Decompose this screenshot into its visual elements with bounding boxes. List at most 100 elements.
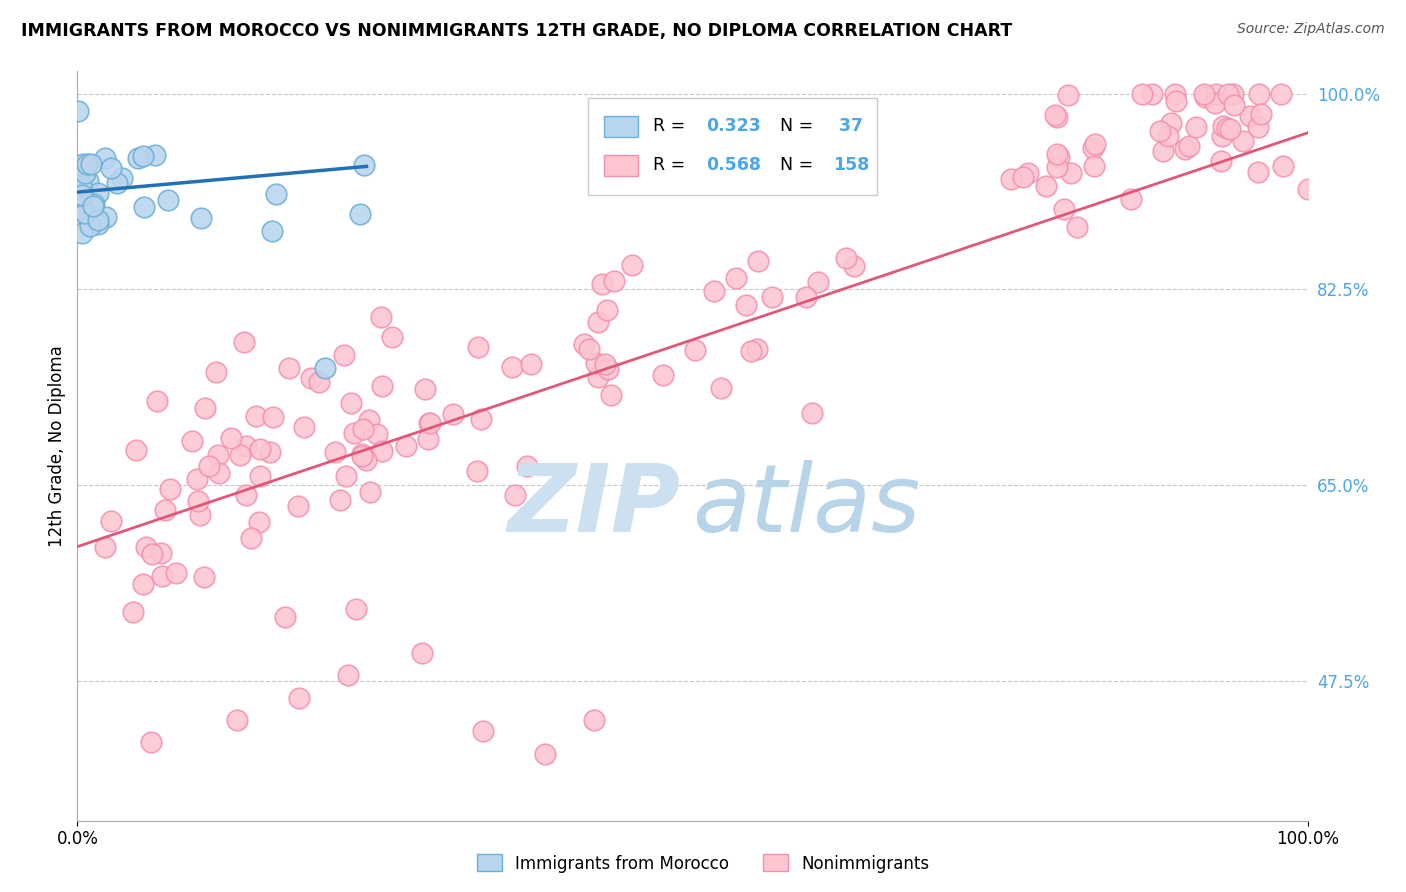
FancyBboxPatch shape [605,154,638,176]
Point [418,417,440,431]
Point [135,540,157,554]
Text: ZIP: ZIP [508,460,681,552]
Point [149,546,172,560]
Point [155,503,177,517]
Point [1045,108,1067,122]
Point [1211,129,1233,144]
Point [1239,109,1261,123]
Text: atlas: atlas [693,460,921,551]
Point [273,609,295,624]
Point [467,340,489,354]
Point [503,488,526,502]
Point [1177,138,1199,153]
Point [1232,134,1254,148]
Text: IMMIGRANTS FROM MOROCCO VS NONIMMIGRANTS 12TH GRADE, NO DIPLOMA CORRELATION CHAR: IMMIGRANTS FROM MOROCCO VS NONIMMIGRANTS… [21,22,1012,40]
Point [685,343,707,358]
Point [100,514,122,528]
Point [159,483,181,497]
Point [249,442,271,456]
Point [501,360,523,375]
Text: N =: N = [780,156,818,174]
Point [1046,160,1069,174]
Point [70,210,93,224]
Point [441,407,464,421]
Point [72,157,94,171]
Point [371,443,394,458]
Point [1047,150,1070,164]
Point [287,499,309,513]
Point [1194,90,1216,104]
Point [186,472,208,486]
Point [79,219,101,234]
Point [1270,87,1292,101]
Y-axis label: 12th Grade, No Diploma: 12th Grade, No Diploma [48,345,66,547]
Point [1011,170,1033,185]
Point [70,196,93,211]
Text: N =: N = [780,117,818,135]
Point [264,186,287,201]
Point [352,447,374,461]
Point [150,569,173,583]
Point [366,426,388,441]
Point [86,217,108,231]
Point [371,379,394,393]
Point [1164,87,1187,101]
Point [800,406,823,420]
Text: Source: ZipAtlas.com: Source: ZipAtlas.com [1237,22,1385,37]
Point [70,182,93,196]
Point [359,484,381,499]
Point [1084,137,1107,152]
Point [350,450,373,464]
Point [572,337,595,351]
Text: R =: R = [654,156,690,174]
Point [747,254,769,268]
Point [105,176,128,190]
Point [335,469,357,483]
Point [1296,182,1319,196]
Point [352,421,374,435]
Point [1212,119,1234,133]
Point [586,370,609,384]
Point [370,310,392,324]
Point [359,412,381,426]
Point [1272,160,1295,174]
Point [599,388,621,402]
Point [80,157,103,171]
Point [86,186,108,201]
Point [329,492,352,507]
Point [807,275,830,289]
Point [83,197,105,211]
Point [94,540,117,554]
Point [198,459,221,474]
Point [578,342,600,356]
Point [308,376,330,390]
Point [190,211,212,225]
Point [516,459,538,474]
Point [1046,147,1069,161]
Point [249,469,271,483]
Point [76,174,98,188]
Point [1211,153,1233,168]
Point [1017,166,1039,180]
Point [591,277,613,291]
Point [1156,128,1178,143]
Point [1057,88,1080,103]
Point [842,259,865,273]
Point [585,356,607,370]
Point [1160,116,1182,130]
Point [141,735,163,749]
Point [165,566,187,581]
Point [1053,202,1076,216]
Point [1219,121,1241,136]
Text: 0.323: 0.323 [706,117,761,135]
Point [472,724,495,739]
Point [82,199,104,213]
Point [710,380,733,394]
Point [235,439,257,453]
Point [1000,172,1022,186]
Text: 158: 158 [832,156,869,174]
Point [1216,87,1239,101]
Point [127,151,149,165]
Point [381,330,404,344]
Point [1046,110,1069,124]
